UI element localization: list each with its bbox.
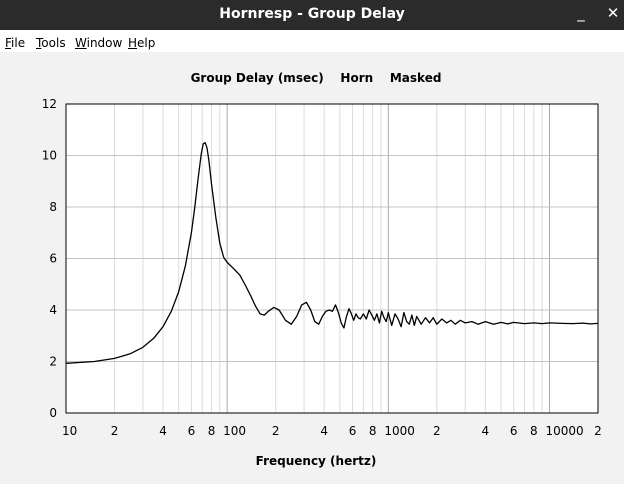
x-tick-label: 8	[530, 424, 538, 438]
x-tick-label: 100	[223, 424, 246, 438]
y-tick-label: 2	[49, 355, 57, 369]
x-tick-labels: 10 2 4 6 8 100 2 4 6 8 1000 2 4 6 8 10000 2	[62, 424, 602, 438]
plot-frame	[65, 103, 599, 414]
menu-tools[interactable]: Tools	[36, 36, 66, 50]
y-tick-label: 10	[42, 149, 57, 163]
y-tick-label: 4	[49, 303, 57, 317]
x-tick-label: 10000	[545, 424, 583, 438]
y-tick-label: 12	[42, 97, 57, 111]
x-tick-label: 10	[62, 424, 77, 438]
x-tick-label: 2	[111, 424, 119, 438]
series-layer	[65, 141, 599, 364]
grid-lines	[66, 104, 598, 413]
y-tick-labels: 0 2 4 6 8 10 12	[42, 97, 57, 420]
close-icon[interactable]: ✕	[606, 4, 620, 22]
title-bar: Hornresp - Group Delay _ ✕	[0, 0, 624, 30]
menu-bar: File Tools Window Help	[0, 30, 624, 52]
x-tick-label: 6	[349, 424, 357, 438]
x-axis-label: Frequency (hertz)	[256, 454, 377, 468]
x-tick-label: 2	[272, 424, 280, 438]
minimize-icon[interactable]: _	[577, 4, 585, 22]
x-tick-label: 6	[188, 424, 196, 438]
x-tick-label: 8	[369, 424, 377, 438]
x-tick-label: 4	[159, 424, 167, 438]
y-tick-label: 8	[49, 200, 57, 214]
group-delay-chart: Group Delay (msec) Horn Masked 024681012…	[42, 71, 602, 468]
x-tick-label: 2	[594, 424, 602, 438]
chart-area: Group Delay (msec) Horn Masked 0 2 4 6 8 10 12…	[0, 52, 624, 484]
y-tick-label: 0	[49, 406, 57, 420]
x-tick-label: 1000	[384, 424, 415, 438]
x-tick-label: 6	[510, 424, 518, 438]
menu-file[interactable]: File	[5, 36, 26, 50]
x-tick-label: 2	[433, 424, 441, 438]
series-line	[65, 141, 599, 364]
chart-title: Group Delay (msec) Horn Masked	[191, 71, 442, 85]
menu-help[interactable]: Help	[128, 36, 156, 50]
menu-window[interactable]: Window	[75, 36, 123, 50]
y-tick-label: 6	[49, 252, 57, 266]
x-tick-label: 8	[208, 424, 216, 438]
x-tick-label: 4	[320, 424, 328, 438]
x-tick-label: 4	[482, 424, 490, 438]
window-title: Hornresp - Group Delay	[219, 6, 405, 22]
